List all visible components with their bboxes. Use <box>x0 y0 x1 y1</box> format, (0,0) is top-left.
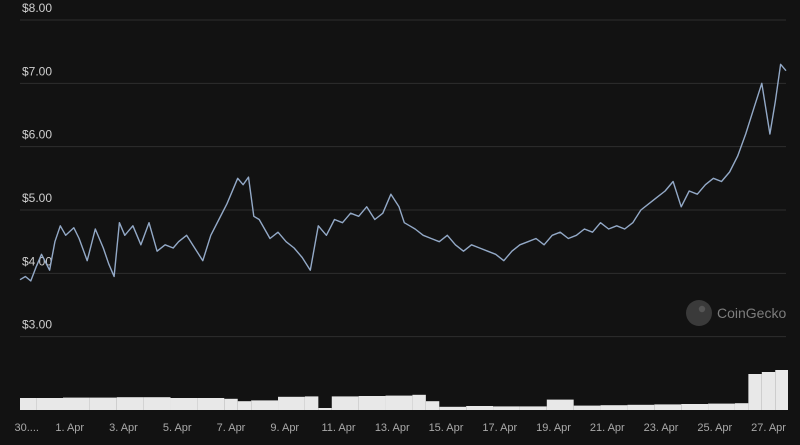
price-line <box>19 63 787 282</box>
volume-bar <box>761 372 776 410</box>
volume-bar <box>573 405 601 410</box>
volume-bar <box>89 397 117 410</box>
volume-bar <box>170 398 198 410</box>
x-tick-label: 27. Apr <box>751 422 786 434</box>
x-tick-label: 30.... <box>14 422 38 434</box>
volume-bar <box>775 370 786 410</box>
volume-bar <box>358 396 386 410</box>
volume-bar <box>748 374 762 410</box>
volume-bar <box>519 406 547 410</box>
volume-bar <box>466 406 494 410</box>
y-axis-labels: $3.00 $4.00 $5.00 $6.00 $7.00 $8.00 <box>22 1 52 332</box>
volume-bar <box>278 396 305 410</box>
volume-bar <box>143 397 171 410</box>
volume-bar <box>600 405 628 410</box>
volume-bar <box>681 404 709 410</box>
x-tick-label: 11. Apr <box>321 422 355 434</box>
y-tick-label: $5.00 <box>22 191 52 205</box>
x-tick-label: 13. Apr <box>375 422 410 434</box>
volume-bar <box>654 404 682 410</box>
volume-bar <box>734 403 749 410</box>
x-tick-label: 21. Apr <box>590 422 625 434</box>
volume-bar <box>251 400 279 410</box>
y-tick-label: $4.00 <box>22 254 52 268</box>
y-tick-label: $7.00 <box>22 64 52 78</box>
x-axis-labels: 30.... 1. Apr 3. Apr 5. Apr 7. Apr 9. Apr 11. … <box>14 422 786 434</box>
volume-bar <box>116 397 144 410</box>
x-tick-label: 23. Apr <box>644 422 679 434</box>
watermark-label: CoinGecko <box>717 305 786 321</box>
x-tick-label: 1. Apr <box>55 422 84 434</box>
volume-bar <box>36 398 64 410</box>
x-tick-label: 9. Apr <box>270 422 299 434</box>
y-tick-label: $8.00 <box>22 1 52 15</box>
volume-bars <box>20 370 788 410</box>
volume-bar <box>20 398 37 410</box>
y-tick-label: $6.00 <box>22 128 52 142</box>
volume-bar <box>425 401 440 410</box>
volume-bar <box>439 406 467 410</box>
volume-bar <box>627 404 655 410</box>
coingecko-watermark: CoinGecko <box>686 300 786 326</box>
volume-bar <box>63 397 90 410</box>
x-tick-label: 15. Apr <box>429 422 464 434</box>
volume-bar <box>412 394 426 410</box>
volume-bar <box>331 396 359 410</box>
gecko-logo-icon <box>686 300 712 326</box>
gecko-eye-icon <box>698 305 706 313</box>
volume-bar <box>493 406 520 410</box>
volume-bar <box>385 395 413 410</box>
x-tick-label: 25. Apr <box>697 422 732 434</box>
volume-bar <box>786 370 788 410</box>
volume-bar <box>304 396 319 410</box>
volume-bar <box>224 398 238 410</box>
volume-bar <box>197 398 225 410</box>
x-tick-label: 19. Apr <box>536 422 571 434</box>
volume-bar <box>546 399 574 410</box>
volume-bar <box>237 401 252 410</box>
grid-lines <box>20 19 786 338</box>
price-line-group <box>19 63 787 282</box>
volume-bar <box>318 408 332 410</box>
x-tick-label: 3. Apr <box>109 422 138 434</box>
x-tick-label: 17. Apr <box>482 422 517 434</box>
x-tick-label: 5. Apr <box>163 422 192 434</box>
y-tick-label: $3.00 <box>22 318 52 332</box>
x-tick-label: 7. Apr <box>217 422 246 434</box>
volume-bar <box>708 403 735 410</box>
